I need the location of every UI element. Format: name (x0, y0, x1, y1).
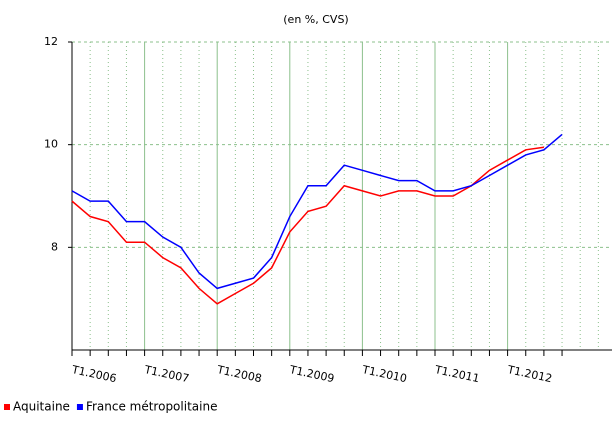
y-tick-label: 12 (44, 35, 58, 48)
x-tick-label: T1.2006 (70, 363, 118, 385)
x-tick-label: T1.2008 (215, 363, 263, 385)
y-tick-label: 10 (44, 138, 58, 151)
y-tick-label: 8 (51, 240, 58, 253)
legend-swatch (4, 404, 10, 410)
legend-label: France métropolitaine (86, 400, 218, 414)
chart-subtitle: (en %, CVS) (283, 13, 348, 26)
x-tick-label: T1.2012 (505, 363, 553, 385)
legend-label: Aquitaine (13, 400, 70, 414)
x-tick-label: T1.2007 (142, 363, 190, 385)
legend-swatch (76, 404, 83, 410)
data-line (71, 133, 563, 290)
x-tick-label: T1.2011 (433, 363, 481, 385)
data-line (71, 146, 545, 305)
x-tick-label: T1.2009 (288, 363, 336, 385)
x-tick-label: T1.2010 (360, 363, 408, 385)
